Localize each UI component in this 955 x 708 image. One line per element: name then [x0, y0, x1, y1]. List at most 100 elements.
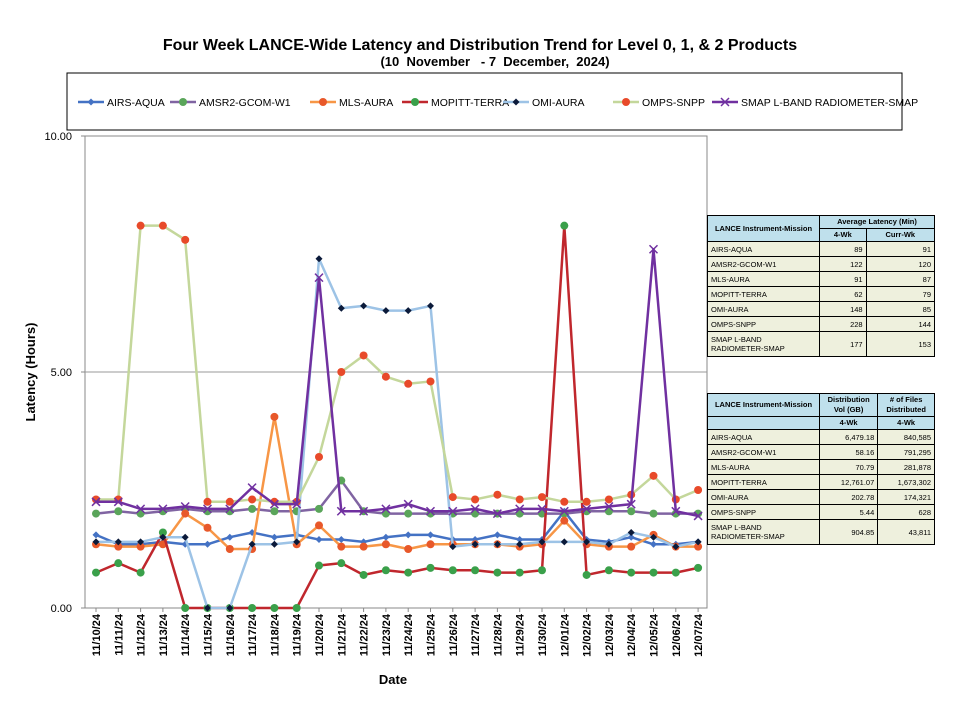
data-point [292, 499, 302, 509]
x-tick-label: 12/02/24 [582, 613, 594, 657]
data-point [336, 506, 346, 516]
data-point [92, 568, 100, 577]
dist-col1-header: 4-Wk [818, 416, 879, 430]
data-point [448, 566, 457, 575]
data-point-stroke [359, 506, 369, 516]
x-tick-label: 11/13/24 [158, 613, 170, 656]
data-point [493, 568, 502, 577]
legend-marker [720, 97, 730, 107]
data-point [158, 528, 167, 537]
dist-cell-a: 58.16 [818, 444, 879, 460]
dist-cell-name: AMSR2-GCOM-W1 [707, 444, 820, 460]
latency-col1-header: 4-Wk [819, 228, 867, 242]
dist-cell-b: 840,585 [877, 429, 935, 445]
data-point [649, 509, 658, 518]
data-point [359, 506, 369, 516]
dist-cell-a: 6,479.18 [818, 429, 879, 445]
data-point [114, 542, 123, 551]
data-point [158, 221, 167, 230]
x-tick-label: 12/05/24 [649, 613, 661, 657]
y-axis: 0.00 5.00 10.00 [44, 131, 85, 615]
data-point [114, 538, 122, 546]
legend-item: OMPS-SNPP [613, 97, 705, 109]
data-point [449, 543, 457, 551]
x-tick-label: 12/01/24 [559, 613, 571, 657]
x-tick-label: 11/11/24 [113, 613, 125, 655]
latency-row: OMI-AURA 148 85 [707, 301, 936, 317]
legend-label: OMPS-SNPP [642, 97, 705, 109]
dist-cell-b: 791,295 [877, 444, 935, 460]
data-point-stroke [314, 273, 324, 283]
data-point [226, 604, 234, 612]
data-point-stroke [91, 497, 101, 507]
legend-item: OMI-AURA [503, 97, 585, 109]
data-point [605, 540, 613, 548]
data-point [427, 302, 434, 310]
x-tick-label: 11/10/24 [91, 613, 103, 656]
latency-cell-b: 120 [865, 256, 936, 272]
dist-cell-b: 281,878 [877, 459, 935, 475]
data-point [404, 531, 412, 539]
latency-row: MLS-AURA 91 87 [707, 271, 936, 287]
data-point-stroke [247, 483, 257, 493]
dist-cell-a: 70.79 [818, 459, 879, 475]
data-point [204, 604, 211, 612]
data-point [337, 559, 346, 568]
latency-cell-b: 91 [865, 241, 936, 257]
data-point [471, 566, 480, 575]
x-tick-label: 11/12/24 [136, 613, 148, 656]
legend-box [66, 72, 903, 131]
data-point [92, 509, 100, 518]
data-point [247, 483, 257, 493]
series-line [95, 415, 699, 551]
data-point [694, 486, 703, 494]
data-point [471, 495, 480, 504]
data-point [381, 566, 390, 575]
data-point [180, 501, 190, 512]
dist-cell-b: 174,321 [877, 489, 935, 505]
data-point [248, 604, 257, 612]
data-point [404, 568, 413, 577]
data-point-stroke [269, 499, 279, 509]
data-point [649, 471, 658, 480]
data-point [315, 561, 323, 570]
dist-row: AMSR2-GCOM-W1 58.16 791,295 [707, 444, 935, 460]
data-point [516, 536, 524, 544]
data-point [270, 604, 279, 612]
data-point-stroke [582, 504, 592, 514]
y-tick-label: 0.00 [51, 603, 72, 615]
x-tick-label: 11/23/24 [381, 613, 393, 656]
data-point-stroke [648, 244, 659, 254]
data-point [426, 540, 435, 549]
y-tick-label: 5.00 [51, 367, 72, 379]
dist-col2-header: 4-Wk [877, 416, 935, 430]
chart-subtitle: (10 November - 7 December, 2024) [380, 54, 609, 69]
data-point [337, 304, 345, 312]
x-tick-label: 11/21/24 [336, 613, 348, 656]
data-point [136, 504, 146, 514]
x-tick-label: 12/03/24 [604, 613, 616, 657]
legend-item: AIRS-AQUA [78, 97, 165, 109]
latency-cell-a: 62 [819, 286, 867, 302]
data-point [404, 509, 413, 518]
legend-marker [179, 98, 187, 106]
data-point [91, 497, 101, 507]
x-tick-label: 11/30/24 [537, 613, 549, 656]
data-point [269, 499, 279, 509]
series-group [91, 221, 703, 612]
data-point [425, 506, 436, 516]
x-axis: 11/10/24 11/11/24 11/12/24 11/13/24 11/14/24… [91, 608, 705, 657]
data-point [337, 536, 345, 544]
series-line [96, 257, 699, 610]
legend-label: MLS-AURA [339, 97, 393, 109]
series-line [95, 509, 699, 546]
data-point [136, 542, 145, 551]
series-line [95, 224, 699, 610]
data-point [314, 273, 324, 283]
latency-col2-header: Curr-Wk [865, 228, 936, 242]
dist-header-blank [707, 416, 820, 430]
dist-cell-name: SMAP L-BAND RADIOMETER-SMAP [707, 519, 820, 545]
data-point [427, 531, 434, 539]
legend: AIRS-AQUA AMSR2-GCOM-W1 MLS-AURA MOPITT-TER… [78, 97, 918, 109]
